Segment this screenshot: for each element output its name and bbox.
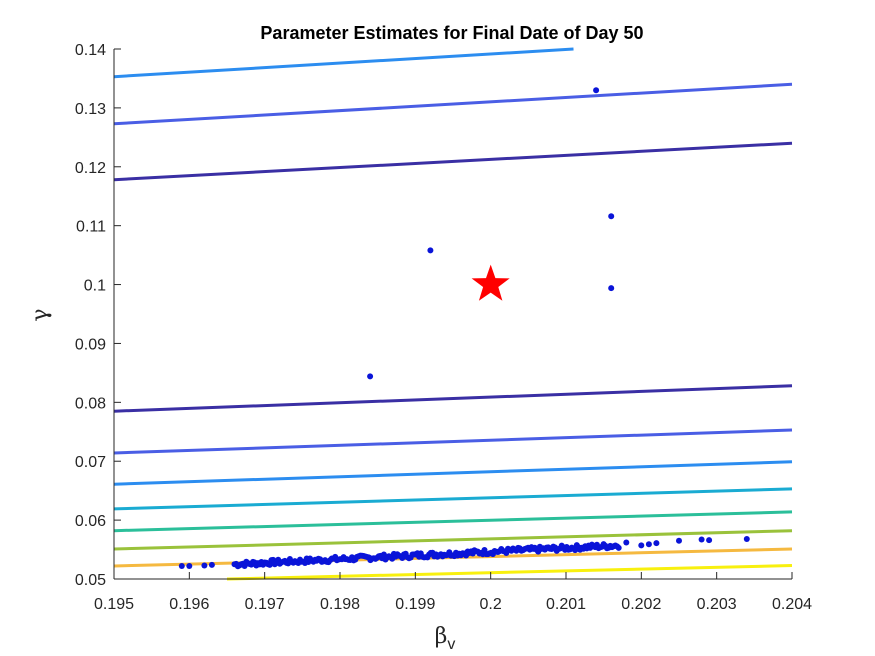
scatter-points [178, 87, 750, 570]
scatter-point-246 [615, 544, 622, 551]
scatter-point-6 [186, 563, 193, 569]
scatter-point-16 [638, 542, 645, 549]
scatter-point-38 [266, 561, 273, 568]
scatter-point-12 [698, 536, 705, 543]
contour-line-2 [113, 529, 793, 551]
x-tick-label-9: 0.204 [772, 596, 812, 613]
y-tick-label-1: 0.06 [75, 513, 106, 530]
scatter-point-4 [367, 373, 374, 380]
contour-line-7 [113, 384, 793, 413]
x-tick-label-0: 0.195 [94, 596, 134, 613]
scatter-point-2 [427, 247, 434, 254]
contour-line-6 [113, 428, 793, 455]
scatter-point-3 [608, 285, 615, 292]
x-tick-label-4: 0.199 [395, 596, 435, 613]
contour-line-10 [113, 47, 574, 79]
y-tick-label-8: 0.13 [75, 101, 106, 118]
scatter-point-10 [706, 537, 713, 544]
y-axis-label: γ [28, 308, 53, 321]
y-tick-label-0: 0.05 [75, 572, 106, 589]
scatter-point-9 [676, 537, 682, 544]
y-tick-label-4: 0.09 [75, 336, 106, 353]
y-tick-label-2: 0.07 [75, 454, 106, 471]
true-value-marker [471, 264, 510, 301]
x-axis-label-subscript: v [447, 636, 455, 653]
scatter-point-7 [201, 562, 208, 569]
scatter-point-13 [645, 541, 652, 548]
x-tick-label-2: 0.197 [245, 596, 285, 613]
contour-line-9 [113, 82, 793, 126]
contour-line-0 [226, 564, 793, 581]
x-tick-label-7: 0.202 [621, 596, 661, 613]
x-axis-label-symbol: β [435, 624, 448, 649]
scatter-point-14 [623, 539, 630, 546]
y-tick-label-7: 0.12 [75, 160, 106, 177]
plot-background [114, 49, 792, 579]
true-value-star [471, 264, 510, 301]
chart-title: Parameter Estimates for Final Date of Da… [260, 23, 643, 43]
contour-line-5 [113, 460, 793, 486]
x-tick-label-5: 0.2 [480, 596, 502, 613]
scatter-point-8 [208, 561, 215, 568]
scatter-point-0 [593, 87, 600, 94]
x-tick-label-8: 0.203 [697, 596, 737, 613]
scatter-point-1 [608, 213, 615, 220]
contour-line-8 [113, 141, 793, 182]
contour-line-3 [113, 510, 793, 533]
plot-area [114, 49, 792, 579]
scatter-point-5 [178, 563, 185, 569]
contour-line-4 [113, 487, 793, 511]
scatter-point-11 [743, 536, 750, 542]
y-tick-label-5: 0.1 [84, 278, 106, 295]
scatter-point-15 [653, 540, 660, 547]
x-tick-label-6: 0.201 [546, 596, 586, 613]
x-tick-label-1: 0.196 [169, 596, 209, 613]
x-tick-label-3: 0.198 [320, 596, 360, 613]
y-tick-label-9: 0.14 [75, 42, 106, 59]
y-tick-label-3: 0.08 [75, 395, 106, 412]
axes: 0.195 0.196 0.197 0.198 0.199 0.2 0.201 0.202 0.… [75, 42, 812, 613]
y-tick-label-6: 0.11 [76, 219, 106, 236]
x-axis-label: βv [435, 624, 456, 653]
